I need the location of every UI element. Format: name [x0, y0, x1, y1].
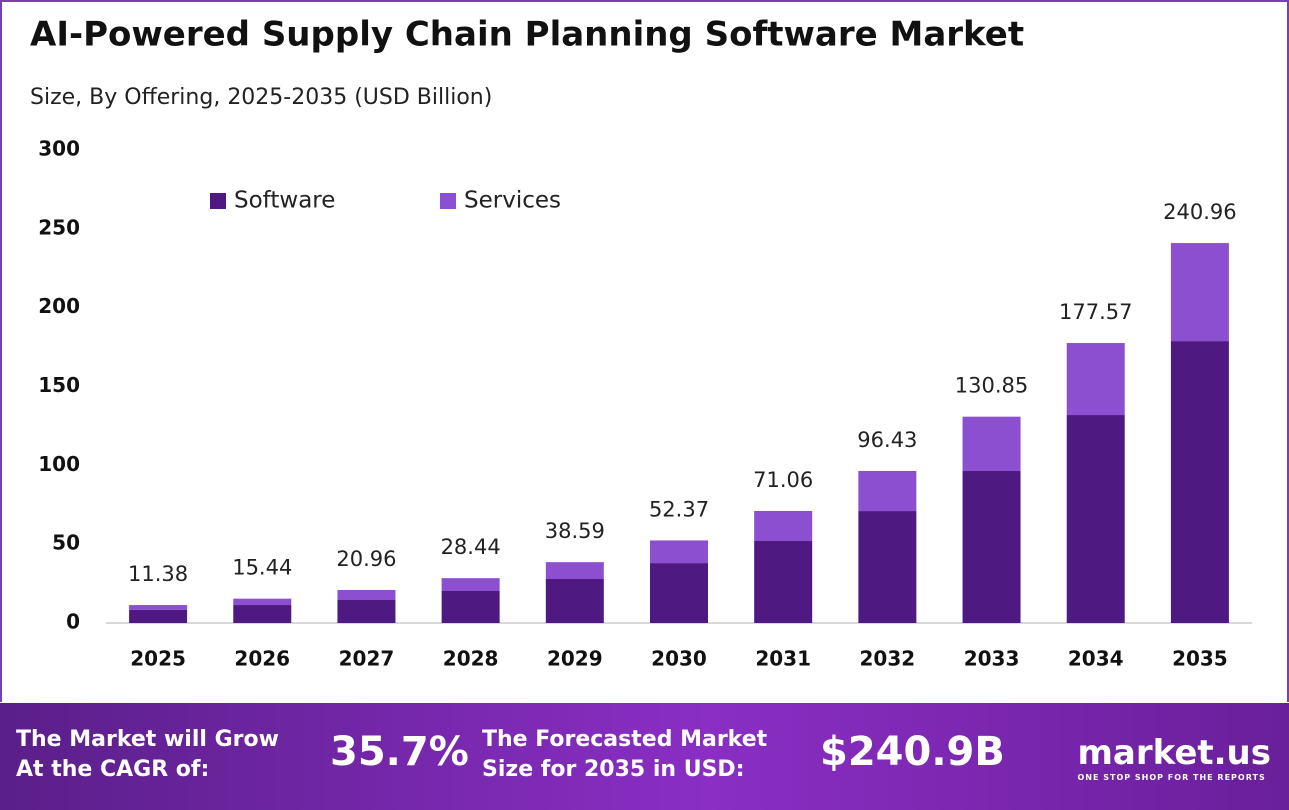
- tagline: ONE STOP SHOP FOR THE REPORTS: [1077, 773, 1266, 782]
- x-tick-label: 2026: [234, 647, 290, 671]
- y-tick-label: 150: [38, 373, 80, 397]
- total-label: 38.59: [545, 519, 605, 543]
- cagr-value: 35.7%: [330, 729, 469, 775]
- bar-segment: [545, 579, 604, 623]
- x-tick-label: 2031: [755, 647, 811, 671]
- bar-segment: [337, 589, 396, 600]
- chart: AI-Powered Supply Chain Planning Softwar…: [30, 15, 1252, 671]
- x-tick-label: 2028: [443, 647, 499, 671]
- bar-segment: [650, 563, 708, 623]
- y-tick-label: 0: [66, 610, 80, 634]
- legend-label: Services: [464, 188, 561, 214]
- total-label: 15.44: [232, 556, 292, 580]
- forecast-line: The Forecasted Market: [482, 727, 768, 752]
- legend-swatch: [440, 193, 456, 209]
- chart-frame: [0, 0, 1289, 702]
- y-tick-label: 300: [38, 137, 80, 161]
- y-tick-label: 100: [38, 452, 80, 476]
- bar-segment: [962, 416, 1021, 472]
- bar-segment: [858, 470, 917, 512]
- bar-segment: [441, 578, 500, 591]
- bar-segment: [545, 562, 604, 580]
- bar-segment: [858, 511, 917, 623]
- total-label: 52.37: [649, 497, 709, 521]
- forecast-value: $240.9B: [820, 729, 1005, 775]
- legend-label: Software: [234, 188, 335, 214]
- x-tick-label: 2032: [860, 647, 916, 671]
- bar-segment: [1066, 343, 1125, 416]
- logo: market.us ONE STOP SHOP FOR THE REPORTS: [1077, 733, 1271, 782]
- x-tick-label: 2025: [130, 647, 186, 671]
- total-label: 28.44: [441, 535, 501, 559]
- x-tick-label: 2034: [1068, 647, 1124, 671]
- bar-segment: [129, 609, 188, 623]
- forecast-text: The Forecasted Market Size for 2035 in US…: [482, 725, 767, 785]
- bar-segment: [129, 605, 188, 610]
- cagr-text: The Market will Grow At the CAGR of:: [16, 725, 279, 785]
- x-tick-label: 2027: [339, 647, 395, 671]
- chart-title: AI-Powered Supply Chain Planning Softwar…: [30, 15, 1024, 55]
- cagr-line: The Market will Grow: [16, 727, 279, 752]
- legend-swatch: [210, 193, 226, 209]
- total-label: 177.57: [1059, 300, 1132, 324]
- bar-segment: [754, 541, 813, 623]
- bar-segment: [1170, 341, 1229, 623]
- y-tick-label: 200: [38, 294, 80, 318]
- bar-segment: [650, 540, 708, 564]
- bar-segment: [233, 598, 292, 606]
- bar-segment: [1066, 415, 1125, 623]
- total-label: 96.43: [857, 428, 917, 452]
- total-label: 130.85: [955, 374, 1028, 398]
- x-tick-label: 2035: [1172, 647, 1228, 671]
- total-label: 71.06: [753, 468, 813, 492]
- total-label: 20.96: [336, 547, 396, 571]
- y-tick-label: 50: [52, 531, 80, 555]
- x-tick-label: 2029: [547, 647, 603, 671]
- bar-segment: [962, 471, 1021, 623]
- cagr-line: At the CAGR of:: [16, 757, 210, 782]
- total-label: 11.38: [128, 562, 188, 586]
- bar-segment: [233, 605, 292, 623]
- x-tick-label: 2030: [651, 647, 707, 671]
- footer: The Market will Grow At the CAGR of: 35.7…: [0, 703, 1289, 810]
- bar-segment: [441, 590, 500, 623]
- chart-subtitle: Size, By Offering, 2025-2035 (USD Billio…: [30, 85, 492, 110]
- y-tick-label: 250: [38, 215, 80, 239]
- total-label: 240.96: [1163, 200, 1236, 224]
- forecast-line: Size for 2035 in USD:: [482, 757, 745, 782]
- x-tick-label: 2033: [964, 647, 1020, 671]
- bar-segment: [754, 510, 813, 542]
- bar-segment: [337, 599, 396, 623]
- bar-segment: [1170, 243, 1229, 342]
- brand: market.us: [1077, 733, 1271, 773]
